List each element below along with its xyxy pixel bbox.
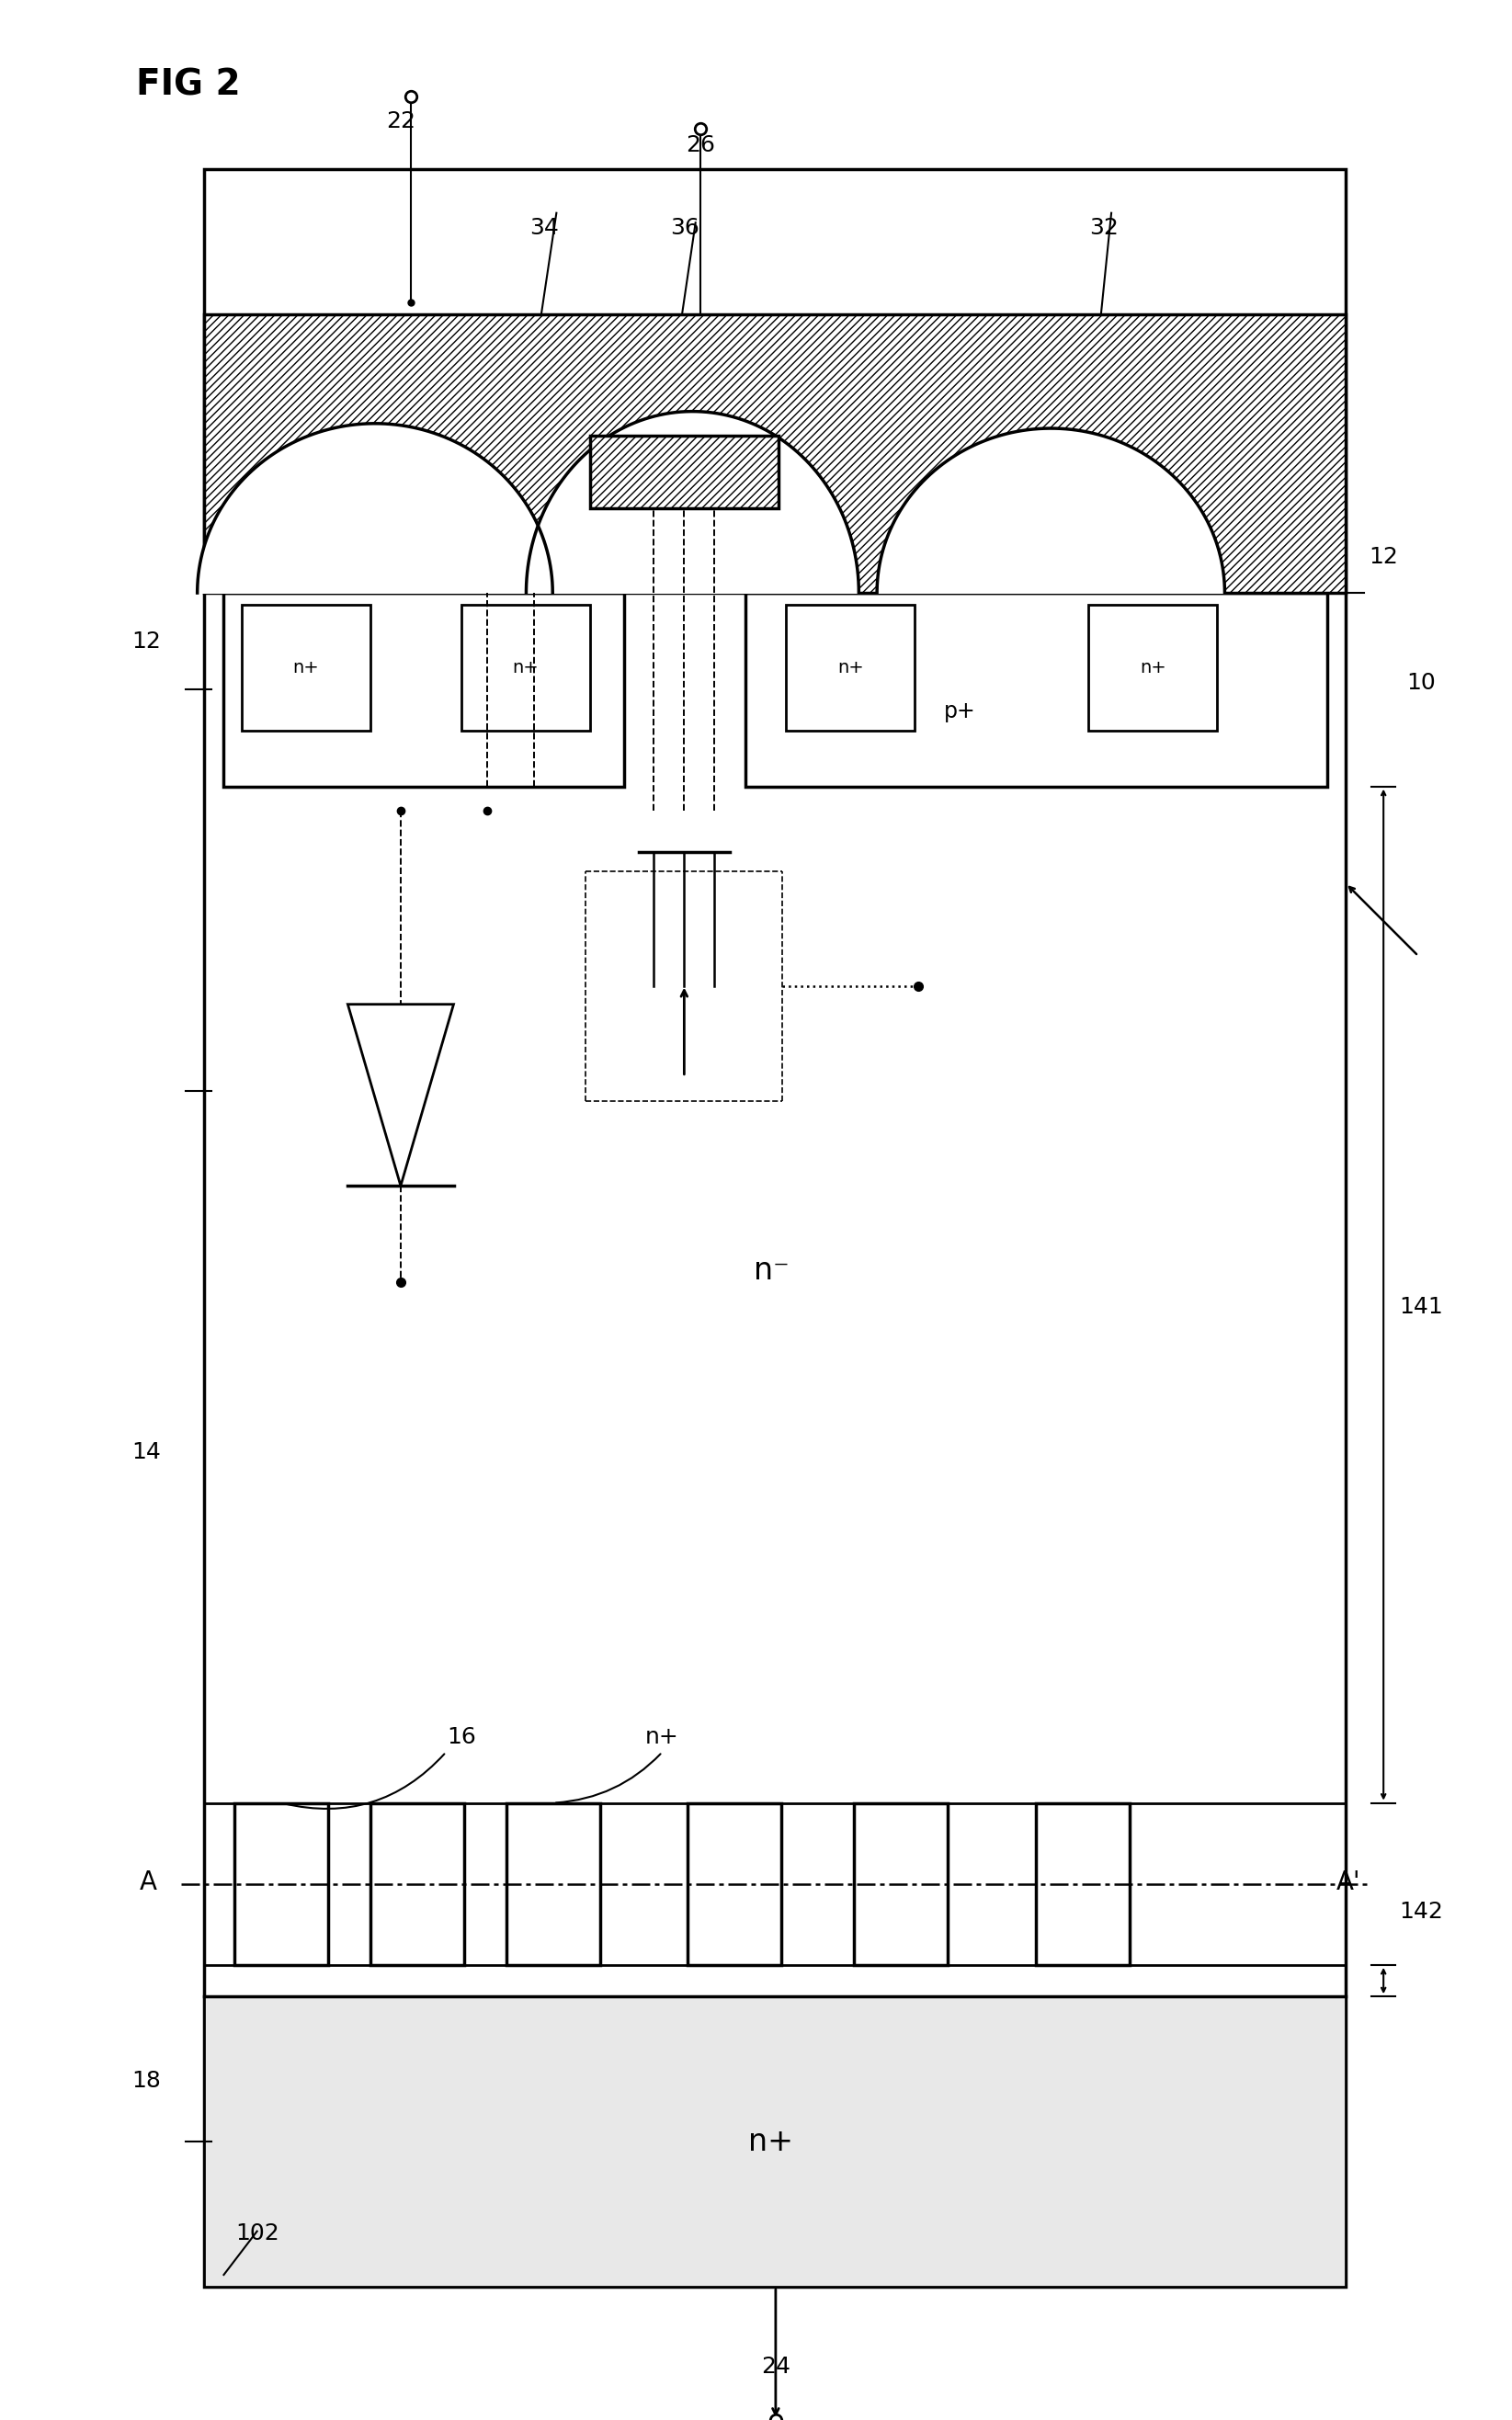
Text: 142: 142 xyxy=(1399,1900,1444,1924)
Text: 13: 13 xyxy=(1149,661,1179,685)
Bar xyxy=(688,1803,782,1965)
Text: p+: p+ xyxy=(943,699,977,724)
Bar xyxy=(224,593,624,787)
Text: n+: n+ xyxy=(838,658,863,678)
Bar xyxy=(590,436,779,508)
Bar xyxy=(786,605,915,731)
Text: 26: 26 xyxy=(685,133,715,157)
Text: FIG 2: FIG 2 xyxy=(136,68,240,102)
Text: 18: 18 xyxy=(132,2069,162,2093)
Text: 102: 102 xyxy=(234,2222,280,2246)
Text: n+: n+ xyxy=(293,658,319,678)
Polygon shape xyxy=(197,424,553,593)
Bar xyxy=(234,1803,328,1965)
Text: 12: 12 xyxy=(1368,544,1399,569)
Text: 22: 22 xyxy=(386,109,416,133)
Text: n⁻: n⁻ xyxy=(753,1256,789,1285)
Bar xyxy=(204,169,1346,2287)
Bar xyxy=(854,1803,948,1965)
Bar xyxy=(204,315,1346,593)
Bar xyxy=(507,1803,600,1965)
Text: n+: n+ xyxy=(1140,658,1166,678)
Text: 14: 14 xyxy=(132,1440,162,1464)
Text: 141: 141 xyxy=(1399,1295,1444,1319)
Bar xyxy=(461,605,590,731)
Bar xyxy=(1089,605,1217,731)
Bar xyxy=(1036,1803,1129,1965)
Bar xyxy=(204,1996,1346,2287)
Text: p+: p+ xyxy=(331,699,364,724)
Polygon shape xyxy=(526,411,859,593)
Bar xyxy=(370,1803,464,1965)
Text: 12: 12 xyxy=(132,629,162,653)
Bar xyxy=(242,605,370,731)
Text: A: A xyxy=(139,1871,157,1895)
Text: 24: 24 xyxy=(761,2355,791,2379)
Text: A': A' xyxy=(1337,1871,1361,1895)
Text: 34: 34 xyxy=(529,215,559,240)
Text: n+: n+ xyxy=(513,658,538,678)
Text: n+: n+ xyxy=(646,1725,679,1750)
Polygon shape xyxy=(877,428,1225,593)
Text: 101: 101 xyxy=(263,390,305,414)
Text: 16: 16 xyxy=(446,1725,476,1750)
Bar xyxy=(745,593,1328,787)
Text: n+: n+ xyxy=(748,2127,794,2156)
Text: 32: 32 xyxy=(1089,215,1119,240)
Text: 10: 10 xyxy=(1406,670,1436,695)
Text: 36: 36 xyxy=(670,215,700,240)
